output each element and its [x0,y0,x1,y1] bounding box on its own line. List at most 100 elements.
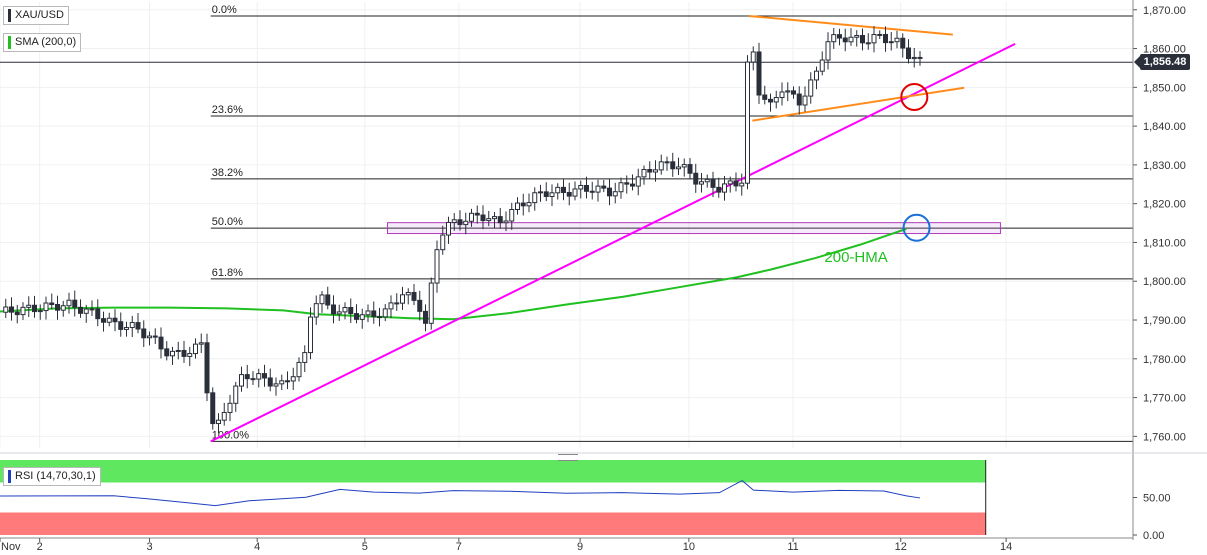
time-tick-label: 9 [577,541,583,553]
candle-body [37,310,43,313]
candle-body [900,37,906,49]
price-tick-label: 1,780.00 [1143,354,1186,366]
candle-body [612,191,618,197]
candle-body [808,79,814,97]
price-axis: 1,760.00 1,770.00 1,780.00 1,790.00 1,800.00… [1132,0,1186,540]
sma-badge[interactable]: SMA (200,0) [3,33,82,52]
candle-body [60,305,66,311]
symbol-badge[interactable]: XAU/USD [3,6,69,25]
sma-label: SMA (200,0) [15,36,77,48]
trendlines [210,14,1016,443]
candle-body [681,164,687,168]
candle-body [727,180,733,185]
candle-body [66,299,72,307]
candle-body [279,380,285,385]
fib-level-label: 0.0% [212,4,237,16]
sma-200-line: 200-HMA [0,227,907,321]
candle-body [767,98,773,103]
candle-body [503,220,509,224]
candle-body [537,191,543,194]
candle-body [141,328,147,339]
candle-body [497,216,503,224]
candle-body [825,41,831,61]
candle-body [43,302,49,312]
rsi-badge[interactable]: RSI (14,70,30,1) [3,467,101,486]
candle-body [3,306,9,313]
candle-body [601,185,607,189]
candle-body [756,51,762,96]
fib-level-label: 100.0% [212,429,250,441]
candle-body [578,184,584,190]
price-tick-label: 1,800.00 [1143,276,1186,288]
price-grid [0,2,1133,448]
rsi-label: RSI (14,70,30,1) [15,470,96,482]
candle-body [486,218,492,222]
candle-body [716,186,722,193]
price-tick-label: 1,870.00 [1143,5,1186,17]
candle-body [463,220,469,226]
candle-body [468,212,474,222]
candle-body [520,202,526,207]
candle-body [647,168,653,173]
candle-body [382,308,388,318]
candle-body [882,33,888,44]
candle-body [118,321,124,330]
candle-body [405,291,411,296]
candle-body [221,411,227,421]
candle-body [583,184,589,192]
candle-body [302,352,308,363]
price-tick-label: 1,840.00 [1143,121,1186,133]
candle-body [31,304,37,313]
candle-body [693,172,699,185]
pane-resize-handle[interactable] [558,454,578,461]
price-tick-label: 1,860.00 [1143,44,1186,56]
demand-zone-box [386,222,1001,235]
candle-body [210,392,216,425]
price-tick-label: 1,770.00 [1143,393,1186,405]
blue-highlight-circle [902,213,931,242]
candle-body [842,37,848,43]
time-tick-label: 2 [37,541,43,553]
candle-body [49,302,55,306]
candle-body [388,302,394,310]
rsi-panel: 0.00 50.00 [0,452,1207,542]
candle-body [635,176,641,187]
candle-body [371,310,377,318]
time-tick-label: 10 [683,541,695,553]
price-tick-label: 1,790.00 [1143,315,1186,327]
price-tick-label: 1,850.00 [1143,82,1186,94]
candle-body [813,70,819,81]
candle-body [8,306,14,313]
candle-body [514,202,520,210]
candle-body [894,37,900,43]
sma-swatch [8,36,11,49]
time-tick-label: 5 [362,541,368,553]
candle-body [474,212,480,216]
candle-body [284,380,290,383]
candle-body [888,41,894,44]
candle-body [629,183,635,187]
candle-body [342,307,348,313]
highlight-circles [900,83,931,242]
candle-body [785,90,791,93]
candle-body [877,33,883,36]
candle-body [670,161,676,170]
time-tick-label: 3 [146,541,152,553]
candle-body [417,299,423,312]
candle-body [445,221,451,236]
candle-body [123,327,129,330]
candle-body [365,310,371,316]
candle-body [244,374,250,380]
time-tick-label: 4 [254,541,260,553]
candle-body [359,314,365,320]
candle-body [434,249,440,284]
candle-body [566,191,572,197]
candle-body [491,216,497,220]
candle-body [606,187,612,197]
candles [3,26,923,434]
candle-body [773,97,779,103]
candle-body [307,316,313,354]
candle-body [911,56,917,60]
red-highlight-circle [900,83,929,112]
